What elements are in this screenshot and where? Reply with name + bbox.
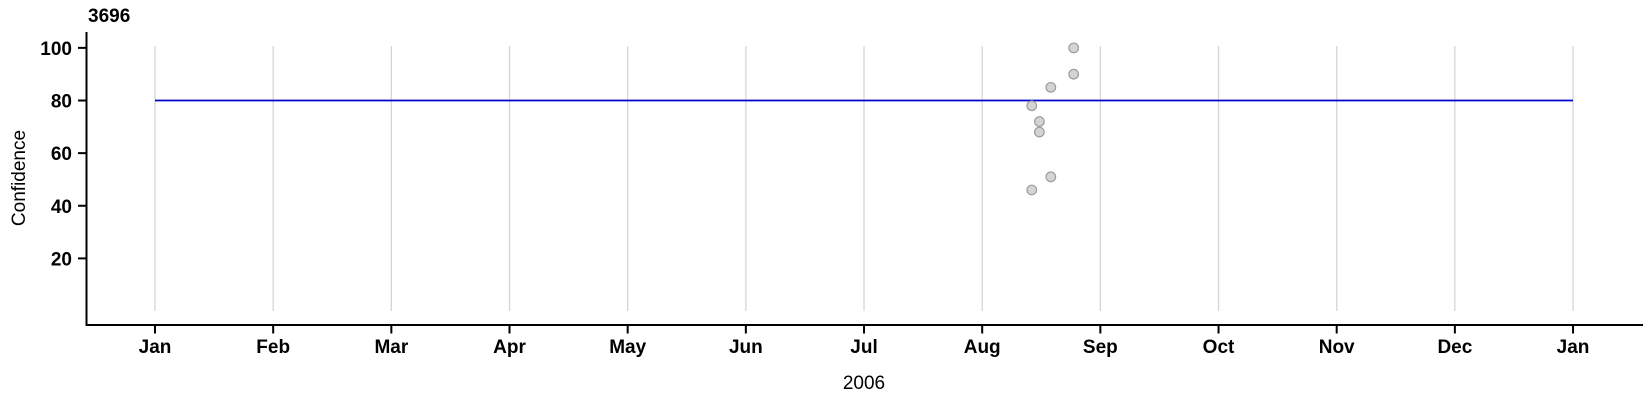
y-tick-label: 60	[51, 144, 72, 165]
panel-title: 3696	[88, 6, 130, 27]
x-tick-label: Oct	[1203, 337, 1235, 358]
x-axis-title: 2006	[843, 373, 885, 394]
x-tick-label: May	[609, 337, 646, 358]
ticks-layer: Jan Feb Mar Apr May Jun Jul Aug Sep Oct Nov Dec Jan 2…	[40, 39, 1589, 358]
x-tick-label: Jun	[729, 337, 763, 358]
data-point	[1045, 81, 1057, 93]
data-point	[1026, 184, 1038, 196]
data-point	[1033, 116, 1045, 127]
x-tick-label: Jan	[139, 337, 172, 358]
axes-layer	[85, 32, 1643, 326]
x-tick-label: Jul	[850, 337, 877, 358]
data-point	[1045, 171, 1057, 183]
x-tick-label: Apr	[493, 337, 526, 358]
x-tick-label: Aug	[964, 337, 1001, 358]
y-tick-label: 100	[40, 39, 72, 60]
data-point	[1026, 100, 1038, 112]
x-tick-label: Mar	[374, 337, 408, 358]
y-axis-title: Confidence	[9, 130, 30, 226]
data-points-layer	[1026, 42, 1080, 196]
data-point	[1068, 68, 1080, 80]
x-tick-label: Nov	[1319, 337, 1355, 358]
x-tick-label: Sep	[1083, 337, 1118, 358]
y-tick-label: 20	[51, 249, 72, 270]
data-point	[1068, 42, 1080, 54]
data-point	[1033, 126, 1045, 138]
y-tick-label: 80	[51, 92, 72, 113]
x-tick-label: Feb	[256, 337, 290, 358]
y-tick-label: 40	[51, 197, 72, 218]
x-tick-label: Dec	[1437, 337, 1472, 358]
x-tick-label: Jan	[1557, 337, 1590, 358]
gridlines-layer	[154, 46, 1574, 311]
